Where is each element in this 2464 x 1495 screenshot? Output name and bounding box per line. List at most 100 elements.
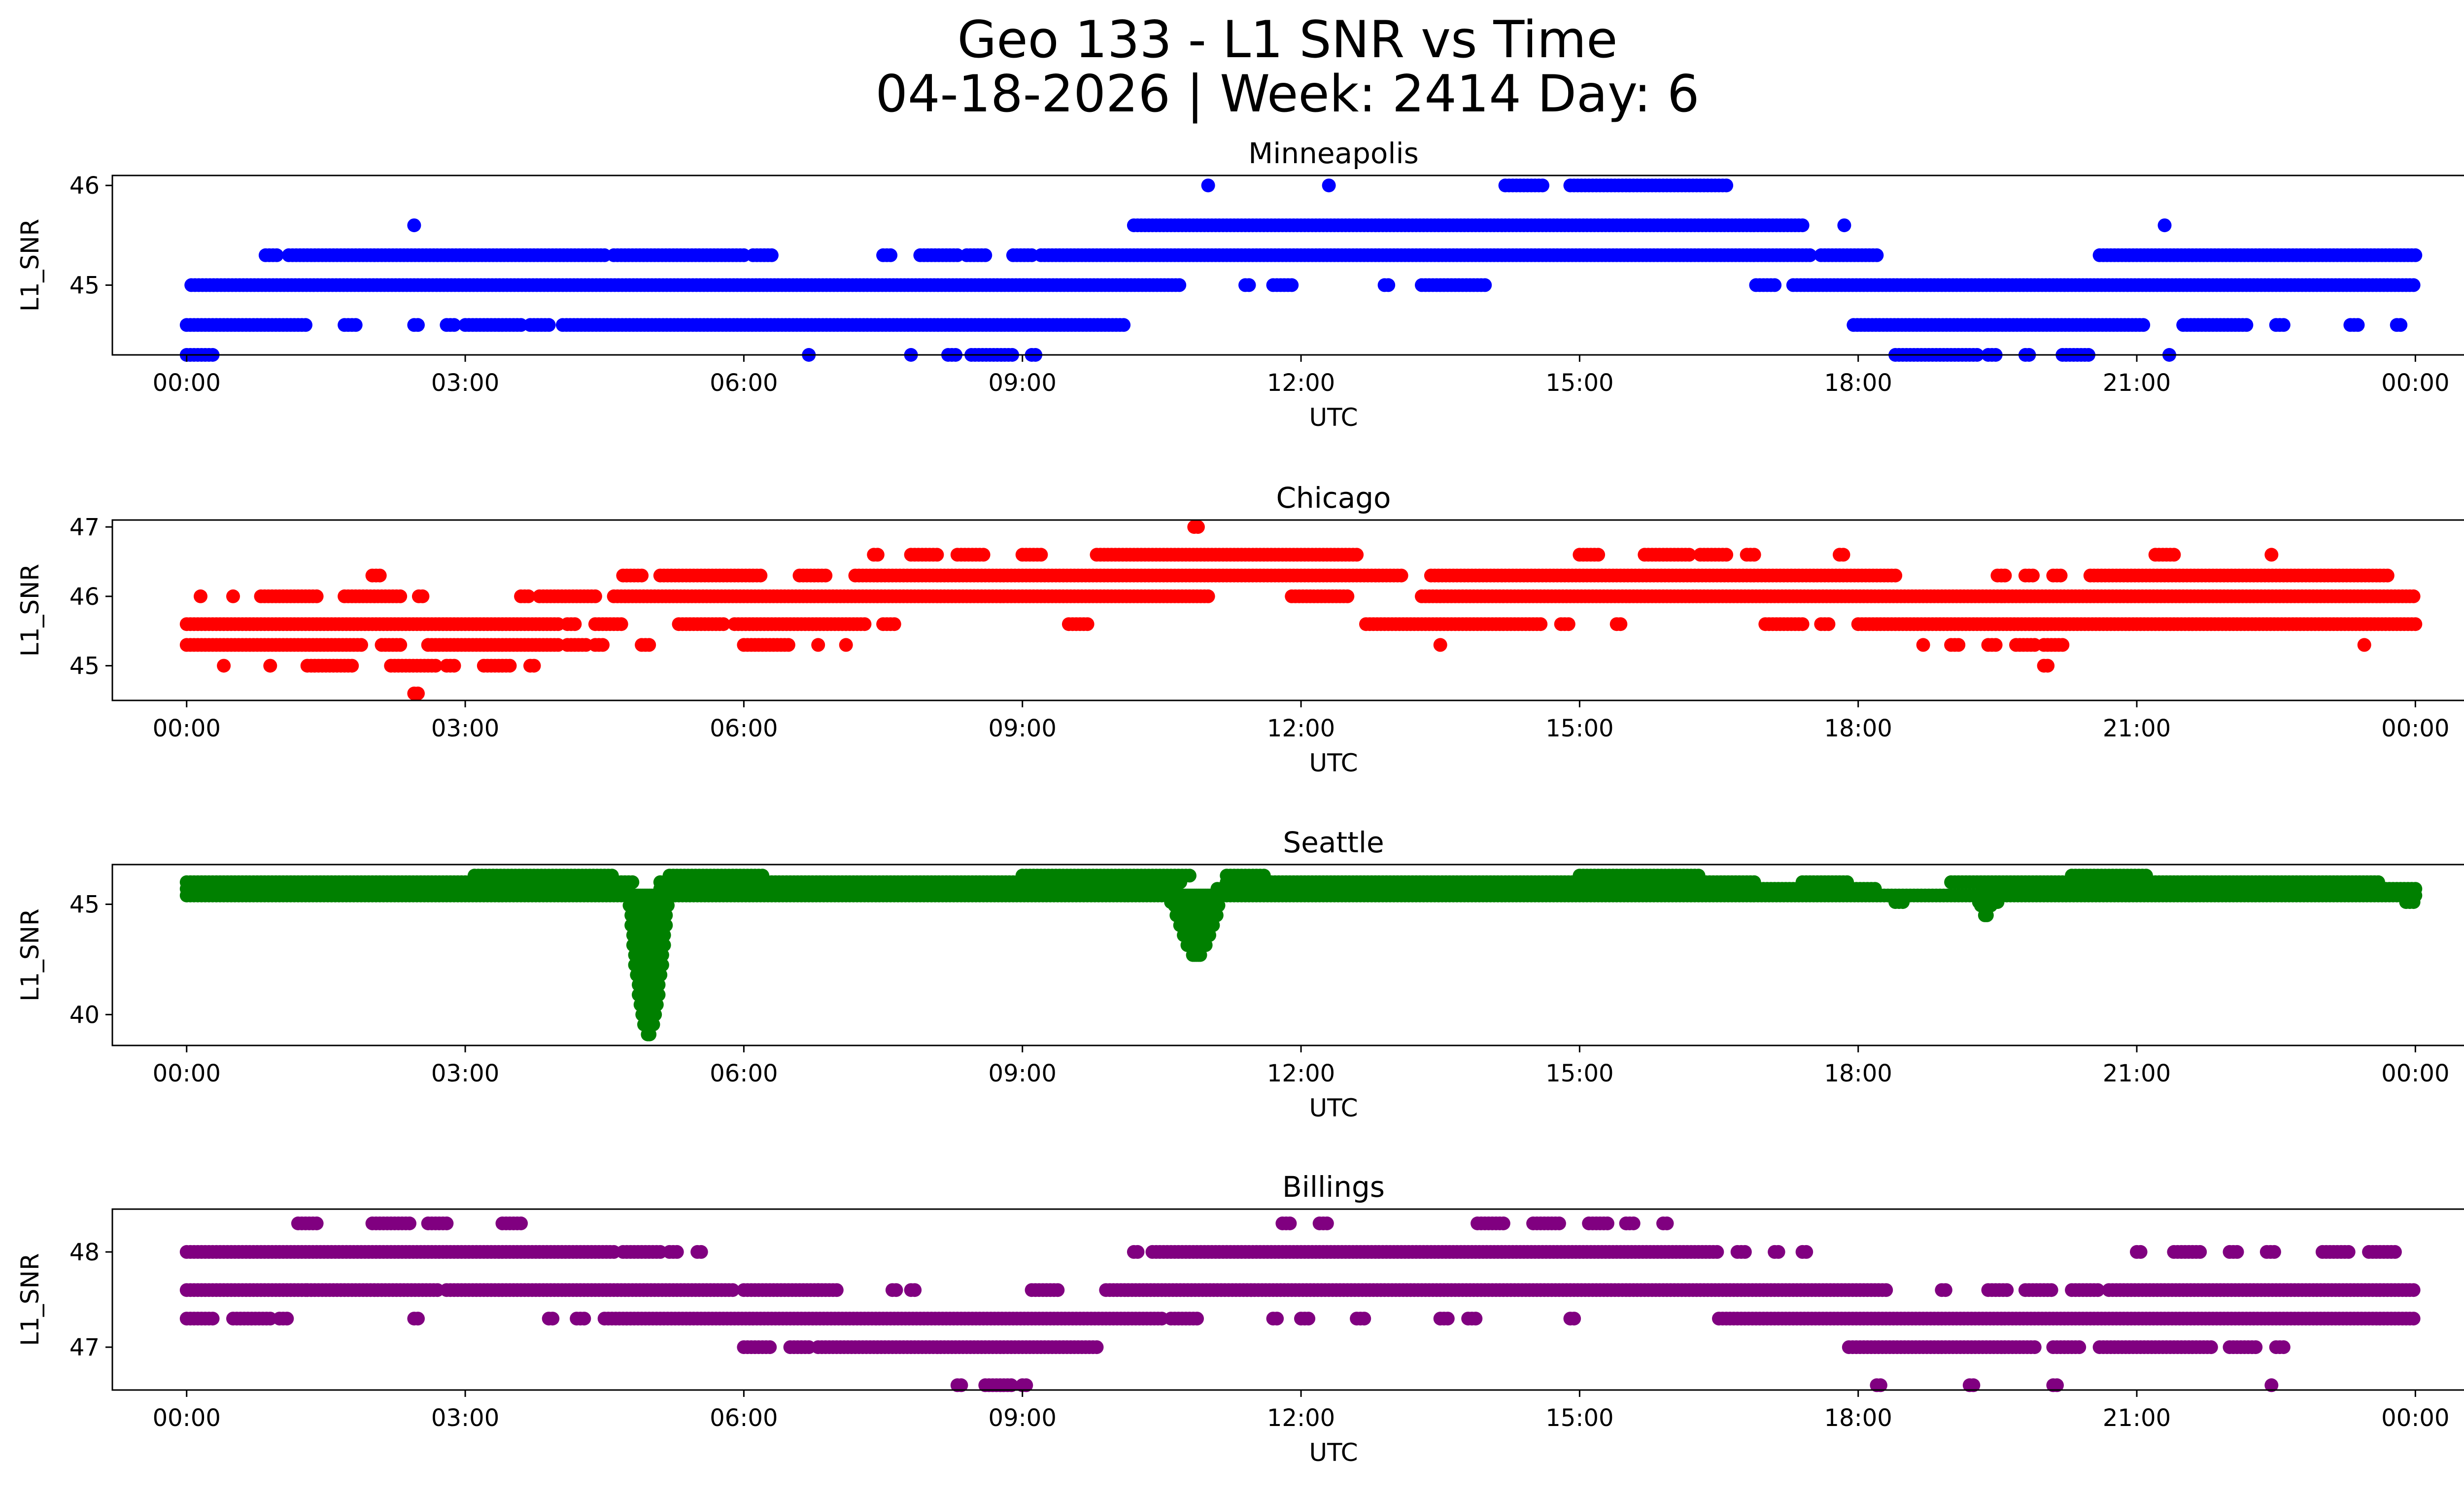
y-tick-label: 45	[69, 653, 100, 680]
scatter-series	[179, 520, 2423, 700]
data-point	[345, 659, 359, 673]
data-point	[1795, 617, 1810, 631]
data-point	[1340, 589, 1355, 603]
data-point	[1381, 278, 1396, 292]
data-point	[1916, 638, 1930, 652]
data-point	[1172, 278, 1187, 292]
data-point	[447, 318, 461, 332]
data-point	[1117, 318, 1131, 332]
data-point	[568, 617, 582, 631]
data-point	[1478, 278, 1492, 292]
data-point	[194, 589, 207, 603]
x-tick-label: 03:00	[431, 369, 499, 397]
x-tick-label: 03:00	[431, 715, 499, 742]
data-point	[884, 248, 898, 262]
data-point	[2380, 568, 2395, 583]
x-tick-label: 18:00	[1824, 369, 1892, 397]
data-point	[1394, 568, 1408, 583]
data-point	[299, 318, 312, 332]
data-point	[1322, 178, 1336, 193]
y-tick-label: 45	[69, 272, 100, 299]
data-point	[1795, 218, 1810, 233]
data-point	[764, 248, 779, 262]
panel-title: Chicago	[1276, 481, 1391, 515]
data-point	[753, 568, 768, 583]
data-point	[1191, 520, 1205, 534]
data-point	[503, 659, 517, 673]
x-tick-label: 00:00	[153, 369, 221, 397]
data-point	[839, 638, 853, 652]
data-point	[2406, 278, 2421, 292]
plot-frame	[111, 519, 2464, 701]
data-point	[1242, 278, 1256, 292]
y-tick-label: 46	[69, 172, 100, 200]
data-point	[1803, 248, 1817, 262]
chart-panel-chicago: 00:00 03:00 06:00 09:00 12:00 15:00 18:00 21:00…	[16, 481, 2464, 777]
data-point	[819, 568, 833, 583]
data-point	[217, 659, 231, 673]
data-point	[1768, 278, 1782, 292]
data-point	[270, 248, 284, 262]
x-tick-label: 15:00	[1545, 715, 1613, 742]
data-point	[2041, 659, 2055, 673]
figure-subtitle: 04-18-2026 | Week: 2414 Day: 6	[875, 65, 1700, 124]
data-point	[2055, 638, 2070, 652]
data-point	[348, 318, 363, 332]
data-point	[1536, 178, 1549, 193]
data-point	[1350, 548, 1364, 562]
data-point	[781, 638, 795, 652]
x-tick-label: 00:00	[153, 715, 221, 742]
data-point	[2394, 318, 2408, 332]
x-tick-label: 18:00	[1824, 715, 1892, 742]
data-point	[1201, 589, 1215, 603]
data-point	[2167, 548, 2181, 562]
data-point	[2351, 318, 2365, 332]
data-point	[2157, 218, 2172, 233]
figure-title: Geo 133 - L1 SNR vs Time	[957, 10, 1618, 70]
data-point	[2276, 318, 2291, 332]
data-point	[2357, 638, 2371, 652]
data-point	[309, 589, 324, 603]
scatter-series	[179, 869, 2423, 1042]
x-tick-label: 12:00	[1267, 369, 1335, 397]
x-tick-label: 06:00	[710, 715, 778, 742]
data-point	[635, 568, 649, 583]
data-point	[1837, 218, 1851, 233]
x-tick-label: 15:00	[1545, 369, 1613, 397]
data-point	[1719, 178, 1734, 193]
data-point	[2408, 248, 2423, 262]
data-point	[2026, 568, 2040, 583]
data-point	[393, 589, 408, 603]
data-point	[1870, 248, 1884, 262]
x-tick-label: 12:00	[1267, 715, 1335, 742]
data-point	[2264, 548, 2279, 562]
data-point	[596, 638, 610, 652]
data-point	[642, 638, 656, 652]
x-tick-label: 21:00	[2103, 369, 2171, 397]
x-tick-label: 00:00	[2381, 369, 2449, 397]
chart-panel-seattle: 00:00 03:00 06:00 09:00 12:00 15:00 18:00 21:00…	[16, 826, 2464, 1122]
data-point	[2136, 318, 2151, 332]
y-axis-label: L1_SNR	[16, 219, 44, 312]
x-tick-label: 09:00	[989, 715, 1057, 742]
data-point	[373, 568, 387, 583]
chart-panel-minneapolis: 00:00 03:00 06:00 09:00 12:00 15:00 18:00 21:00…	[16, 137, 2464, 432]
data-point	[2406, 589, 2421, 603]
data-point	[2408, 617, 2423, 631]
data-point	[1034, 548, 1048, 562]
data-point	[1836, 548, 1850, 562]
data-point	[1988, 638, 2003, 652]
data-point	[887, 617, 901, 631]
data-point	[1433, 638, 1447, 652]
data-point	[1998, 568, 2012, 583]
data-point	[447, 659, 461, 673]
data-point	[1080, 617, 1095, 631]
data-point	[930, 548, 944, 562]
data-point	[811, 638, 825, 652]
panel-title: Minneapolis	[1248, 137, 1419, 170]
data-point	[393, 638, 408, 652]
y-tick-label: 47	[69, 514, 100, 541]
data-point	[1951, 638, 1966, 652]
scatter-series	[179, 178, 2423, 362]
